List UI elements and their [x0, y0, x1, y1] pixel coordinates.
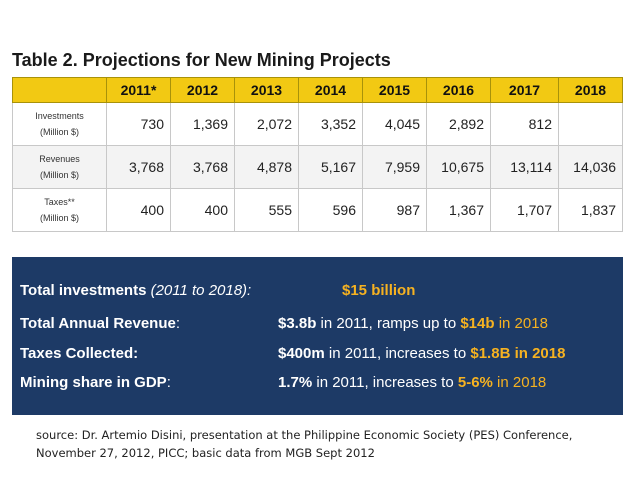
summary-label-note: (2011 to 2018):: [150, 282, 252, 299]
summary-value: $400m in 2011, increases to $1.8B in 201…: [278, 345, 565, 362]
value-highlight: $14b: [460, 315, 495, 332]
table-cell: 10,675: [426, 145, 491, 189]
row-label-line2: (Million $): [39, 127, 79, 137]
summary-investments: Total investments (2011 to 2018): $15 bi…: [20, 282, 415, 299]
table-cell: 5,167: [298, 145, 363, 189]
summary-label-colon: :: [175, 315, 181, 332]
value-part: in 2018: [494, 315, 548, 332]
table-cell: 1,837: [558, 188, 623, 232]
summary-label: Taxes Collected:: [20, 345, 139, 362]
table-cell: 3,352: [298, 102, 363, 146]
value-part: in 2011, ramps up to: [316, 315, 461, 332]
row-label-line1: Revenues: [39, 154, 80, 164]
table-cell: 555: [234, 188, 299, 232]
year-header: 2015: [362, 77, 427, 103]
table-row-revenues: Revenues (Million $) 3,768 3,768 4,878 5…: [12, 145, 623, 189]
table-cell: 1,369: [170, 102, 235, 146]
year-header: 2017: [490, 77, 559, 103]
table-cell: 2,072: [234, 102, 299, 146]
row-label-line2: (Million $): [39, 213, 79, 223]
table-cell: 1,367: [426, 188, 491, 232]
year-header: 2018: [558, 77, 623, 103]
table-cell: 13,114: [490, 145, 559, 189]
header-row: 2011* 2012 2013 2014 2015 2016 2017 2018: [12, 77, 623, 103]
table-cell: 987: [362, 188, 427, 232]
value-highlight: $1.8B in 2018: [470, 345, 566, 362]
table-cell: 4,878: [234, 145, 299, 189]
summary-label-colon: :: [166, 374, 171, 391]
table-cell: 400: [170, 188, 235, 232]
summary-box: Total investments (2011 to 2018): $15 bi…: [12, 257, 623, 415]
summary-label: Mining share in GDP: [20, 374, 167, 391]
value-part: 1.7%: [278, 374, 313, 391]
row-label: Investments (Million $): [12, 102, 107, 146]
row-label: Revenues (Million $): [12, 145, 107, 189]
table-cell: 596: [298, 188, 363, 232]
table-cell: 2,892: [426, 102, 491, 146]
row-label-line1: Investments: [35, 111, 84, 121]
table-cell: 730: [106, 102, 171, 146]
value-highlight: 5-6%: [457, 374, 493, 391]
table-cell: 1,707: [490, 188, 559, 232]
value-part: $400m: [278, 345, 325, 362]
table-cell: 812: [490, 102, 559, 146]
year-header: 2011*: [106, 77, 171, 103]
table-title: Table 2. Projections for New Mining Proj…: [12, 50, 391, 70]
summary-value: $3.8b in 2011, ramps up to $14b in 2018: [278, 315, 548, 332]
summary-value: 1.7% in 2011, increases to 5-6% in 2018: [278, 374, 546, 391]
year-header: 2013: [234, 77, 299, 103]
year-header: 2012: [170, 77, 235, 103]
summary-label: Total Annual Revenue: [20, 315, 176, 332]
summary-label: Total investments: [20, 282, 147, 299]
year-header: 2016: [426, 77, 491, 103]
table-cell: 400: [106, 188, 171, 232]
table-cell: 4,045: [362, 102, 427, 146]
source-citation: source: Dr. Artemio Disini, presentation…: [36, 428, 573, 460]
value-part: in 2018: [492, 374, 547, 391]
table-cell: [558, 102, 623, 146]
table-cell: 3,768: [106, 145, 171, 189]
table-row-taxes: Taxes** (Million $) 400 400 555 596 987 …: [12, 188, 623, 232]
header-corner: [12, 77, 107, 103]
table-cell: 3,768: [170, 145, 235, 189]
table-cell: 14,036: [558, 145, 623, 189]
value-part: $3.8b: [278, 315, 317, 332]
projections-table: 2011* 2012 2013 2014 2015 2016 2017 2018…: [12, 77, 623, 232]
row-label-line1: Taxes**: [44, 197, 75, 207]
table-cell: 7,959: [362, 145, 427, 189]
year-header: 2014: [298, 77, 363, 103]
value-part: in 2011, increases to: [312, 374, 458, 391]
row-label: Taxes** (Million $): [12, 188, 107, 232]
summary-value: $15 billion: [342, 282, 416, 299]
table-row-investments: Investments (Million $) 730 1,369 2,072 …: [12, 102, 623, 146]
summary-taxes: Taxes Collected: $400m in 2011, increase…: [20, 345, 565, 362]
row-label-line2: (Million $): [39, 170, 79, 180]
summary-gdp: Mining share in GDP: 1.7% in 2011, incre…: [20, 374, 546, 391]
value-part: in 2011, increases to: [324, 345, 471, 362]
summary-revenue: Total Annual Revenue: $3.8b in 2011, ram…: [20, 315, 548, 332]
